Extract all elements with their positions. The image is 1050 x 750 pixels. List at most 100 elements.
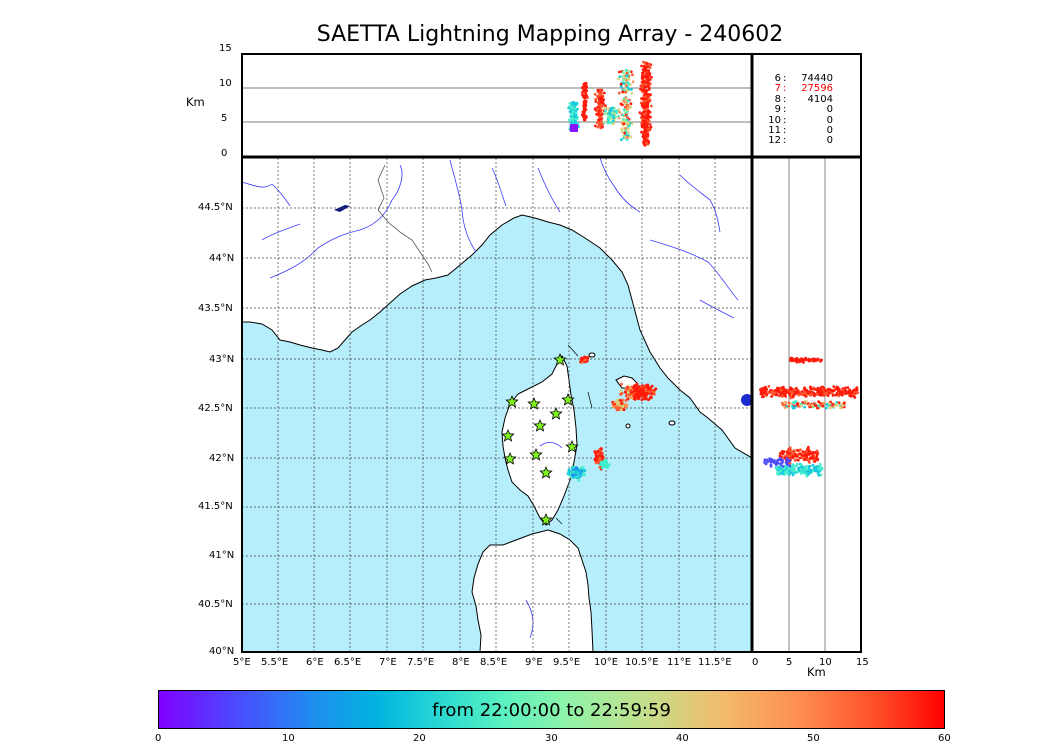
altitude-source bbox=[576, 107, 579, 111]
station-id: 11 bbox=[768, 124, 781, 136]
lightning-source bbox=[571, 475, 575, 479]
top-ytick-15: 15 bbox=[219, 43, 232, 54]
altitude-source bbox=[625, 74, 628, 78]
altitude-source bbox=[568, 104, 572, 108]
altitude-source bbox=[611, 111, 615, 115]
lightning-source bbox=[616, 402, 620, 406]
altitude-source bbox=[764, 462, 768, 466]
altitude-source bbox=[609, 120, 612, 124]
altitude-source bbox=[785, 457, 789, 460]
altitude-source bbox=[783, 389, 786, 393]
altitude-source bbox=[648, 123, 652, 126]
altitude-source bbox=[802, 358, 806, 362]
altitude-source bbox=[621, 78, 625, 82]
altitude-source bbox=[623, 131, 626, 135]
colorbar-tick: 30 bbox=[545, 733, 558, 744]
altitude-source bbox=[784, 400, 787, 404]
star-icon bbox=[549, 406, 563, 420]
altitude-source bbox=[626, 136, 630, 140]
altitude-source bbox=[624, 105, 628, 109]
altitude-source bbox=[819, 473, 823, 477]
altitude-source bbox=[791, 404, 794, 408]
altitude-source bbox=[643, 97, 647, 101]
sardinia-island bbox=[471, 529, 594, 652]
altitude-source bbox=[820, 467, 824, 470]
star-icon bbox=[565, 439, 579, 453]
altitude-source bbox=[808, 471, 812, 474]
lon-tick: 11°E bbox=[667, 657, 692, 668]
altitude-source bbox=[790, 359, 794, 363]
altitude-source bbox=[791, 473, 795, 477]
colorbar-label: from 22:00:00 to 22:59:59 bbox=[432, 700, 671, 721]
altitude-source bbox=[597, 113, 601, 116]
altitude-source bbox=[625, 115, 629, 119]
altitude-source bbox=[812, 466, 816, 470]
altitude-source bbox=[816, 386, 820, 390]
altitude-source bbox=[820, 402, 823, 406]
lon-tick: 5°E bbox=[233, 657, 251, 668]
altitude-source bbox=[575, 117, 579, 121]
station-count-row: 9: 0 bbox=[753, 104, 861, 116]
altitude-source bbox=[853, 396, 857, 399]
altitude-source bbox=[763, 386, 767, 389]
lake bbox=[334, 205, 350, 212]
top-panel-frame bbox=[241, 53, 862, 653]
station-count-row: 8: 4104 bbox=[753, 94, 861, 105]
altitude-source bbox=[789, 387, 792, 391]
lightning-source bbox=[584, 358, 588, 362]
altitude-source bbox=[808, 359, 812, 363]
altitude-source bbox=[793, 406, 796, 410]
top-ytick-0: 0 bbox=[221, 148, 228, 159]
altitude-source bbox=[583, 105, 587, 109]
altitude-source bbox=[602, 91, 606, 95]
altitude-source bbox=[644, 133, 648, 137]
altitude-source bbox=[768, 459, 772, 463]
altitude-source bbox=[828, 388, 832, 391]
map-panel bbox=[242, 158, 752, 652]
altitude-source bbox=[623, 126, 627, 130]
altitude-source bbox=[778, 456, 782, 460]
altitude-source bbox=[788, 469, 792, 473]
altitude-source bbox=[602, 98, 606, 101]
altitude-source bbox=[643, 90, 647, 94]
altitude-source bbox=[644, 68, 648, 71]
altitude-source bbox=[790, 467, 793, 471]
altitude-source bbox=[811, 403, 814, 407]
altitude-source bbox=[642, 141, 646, 145]
altitude-source bbox=[785, 390, 789, 394]
altitude-source bbox=[620, 75, 624, 78]
altitude-source bbox=[596, 94, 599, 98]
lightning-source bbox=[635, 382, 639, 386]
lat-tick: 40°N bbox=[209, 646, 235, 657]
altitude-source bbox=[643, 108, 647, 112]
altitude-source bbox=[626, 81, 629, 84]
station-id: 9 bbox=[774, 104, 781, 116]
station-count: 0 bbox=[826, 104, 833, 116]
altitude-source bbox=[793, 453, 797, 456]
lightning-source bbox=[605, 464, 609, 468]
lat-tick: 43.5°N bbox=[198, 303, 233, 314]
altitude-source bbox=[569, 121, 573, 124]
altitude-source bbox=[762, 388, 766, 391]
lightning-source bbox=[593, 458, 597, 462]
altitude-source bbox=[644, 104, 648, 108]
altitude-source bbox=[620, 127, 624, 131]
altitude-source bbox=[607, 117, 611, 120]
station-markers bbox=[501, 352, 579, 526]
altitude-source bbox=[778, 469, 782, 473]
altitude-source bbox=[596, 105, 600, 109]
separator: : bbox=[783, 135, 787, 147]
altitude-source bbox=[573, 107, 577, 110]
star-icon bbox=[533, 418, 547, 432]
lon-tick: 7.5°E bbox=[407, 657, 435, 668]
altitude-source bbox=[647, 97, 651, 100]
altitude-source bbox=[779, 462, 783, 466]
colorbar-tick: 0 bbox=[155, 733, 162, 744]
lon-tick: 6.5°E bbox=[334, 657, 362, 668]
colorbar-tick: 40 bbox=[676, 733, 689, 744]
altitude-source bbox=[629, 106, 632, 109]
separator: : bbox=[783, 124, 787, 136]
altitude-source bbox=[803, 386, 807, 390]
altitude-source bbox=[623, 135, 627, 139]
altitude-source bbox=[599, 104, 603, 108]
